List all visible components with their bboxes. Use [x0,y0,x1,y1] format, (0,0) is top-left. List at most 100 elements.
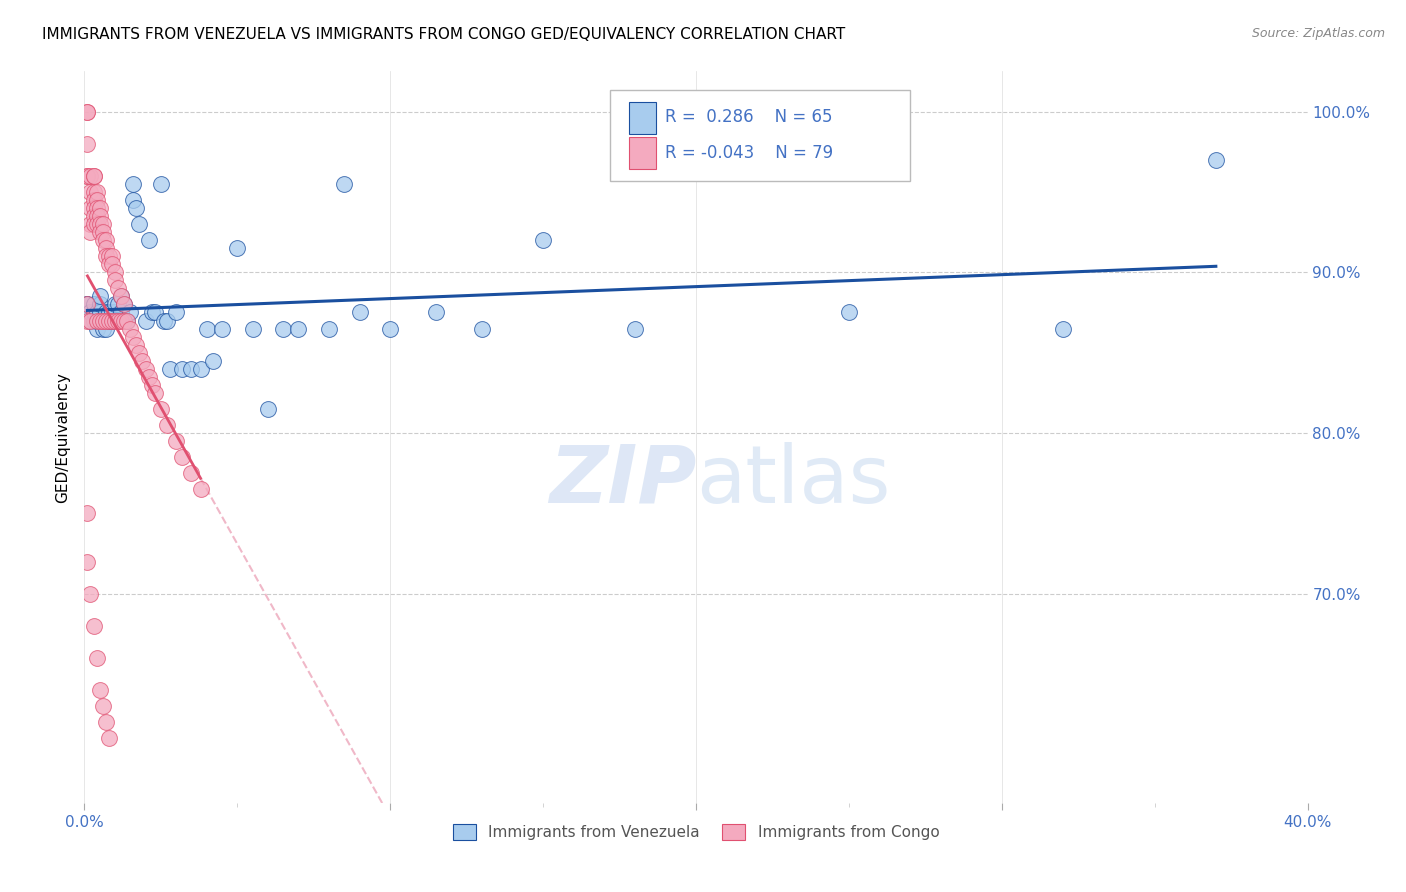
Point [91,321,114,335]
Point [143,385,166,400]
Point [83,619,105,633]
Point [112,297,135,311]
Point [149,177,172,191]
Point [94,715,117,730]
Point [94,313,117,327]
Point [165,434,187,449]
Point [83,305,105,319]
Point [76,297,98,311]
Point [83,297,105,311]
Y-axis label: GED/Equivalency: GED/Equivalency [55,372,70,502]
Point [101,313,124,327]
Point [79,313,101,327]
Point [153,313,176,327]
Point [1205,153,1227,167]
Point [91,225,114,239]
Point [97,249,120,263]
Point [159,361,181,376]
Point [349,305,371,319]
Point [97,731,120,746]
Point [122,329,145,343]
Point [83,217,105,231]
Point [156,313,179,327]
Point [86,321,108,335]
Point [94,321,117,335]
Point [141,377,163,392]
Point [226,241,249,255]
Point [86,313,108,327]
Point [91,313,114,327]
Point [89,225,111,239]
Point [86,305,108,319]
Point [83,193,105,207]
Point [76,136,98,151]
Point [149,401,172,416]
Point [131,353,153,368]
Point [89,313,111,327]
Point [89,305,111,319]
Point [128,217,150,231]
FancyBboxPatch shape [610,90,910,181]
Point [89,683,111,698]
Point [76,313,98,327]
Text: R = -0.043    N = 79: R = -0.043 N = 79 [665,144,834,161]
Point [333,177,356,191]
FancyBboxPatch shape [628,137,655,169]
Point [115,313,138,327]
Point [76,507,98,521]
Point [83,209,105,223]
Point [91,313,114,327]
Text: Source: ZipAtlas.com: Source: ZipAtlas.com [1251,27,1385,40]
Point [122,193,145,207]
Point [89,209,111,223]
Point [91,217,114,231]
Point [141,305,163,319]
Point [86,185,108,199]
Point [122,177,145,191]
Point [94,233,117,247]
Point [138,369,160,384]
Text: R =  0.286    N = 65: R = 0.286 N = 65 [665,109,832,127]
Point [165,305,187,319]
Legend: Immigrants from Venezuela, Immigrants from Congo: Immigrants from Venezuela, Immigrants fr… [447,818,945,847]
Point [83,201,105,215]
Point [97,257,120,271]
Point [79,185,101,199]
Point [94,249,117,263]
Point [125,337,148,351]
Point [201,353,224,368]
Point [110,289,132,303]
Point [471,321,494,335]
Point [76,297,98,311]
Point [79,305,101,319]
Point [211,321,233,335]
Point [838,305,860,319]
Point [257,401,280,416]
Point [86,651,108,665]
Point [190,483,212,497]
Point [91,233,114,247]
Point [195,321,218,335]
Point [107,281,129,295]
Point [79,201,101,215]
Point [79,587,101,601]
Point [107,297,129,311]
Point [1052,321,1074,335]
Point [138,233,160,247]
Point [83,169,105,183]
Point [120,321,142,335]
Point [180,467,202,481]
Point [112,313,135,327]
Point [83,185,105,199]
Point [86,217,108,231]
Text: ZIP: ZIP [548,442,696,520]
Point [97,305,120,319]
Point [120,305,142,319]
Point [83,313,105,327]
Point [104,265,127,279]
Point [190,361,212,376]
Point [101,257,124,271]
Point [86,201,108,215]
Point [172,450,194,465]
Point [115,313,138,327]
